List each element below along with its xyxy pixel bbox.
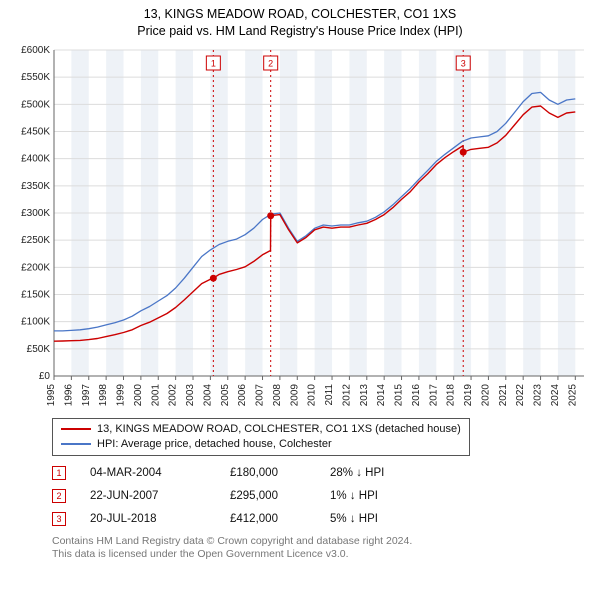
footer-line-1: Contains HM Land Registry data © Crown c… (52, 535, 592, 549)
svg-text:2018: 2018 (446, 383, 457, 406)
svg-text:2015: 2015 (394, 383, 405, 406)
svg-text:£250K: £250K (21, 235, 50, 246)
sale-date: 04-MAR-2004 (90, 467, 230, 479)
svg-text:£450K: £450K (21, 126, 50, 137)
svg-text:1999: 1999 (116, 383, 127, 406)
svg-text:2012: 2012 (341, 383, 352, 406)
svg-text:2011: 2011 (324, 383, 335, 405)
svg-text:2009: 2009 (289, 383, 300, 406)
legend-box: 13, KINGS MEADOW ROAD, COLCHESTER, CO1 1… (52, 418, 470, 456)
sale-diff: 28% ↓ HPI (330, 467, 430, 479)
svg-text:2013: 2013 (359, 383, 370, 406)
svg-text:2: 2 (268, 58, 273, 68)
svg-text:2010: 2010 (307, 383, 318, 406)
legend-label-property: 13, KINGS MEADOW ROAD, COLCHESTER, CO1 1… (97, 423, 461, 435)
svg-text:2021: 2021 (498, 383, 509, 406)
svg-text:3: 3 (461, 58, 466, 68)
svg-text:£0: £0 (39, 371, 51, 382)
title-block: 13, KINGS MEADOW ROAD, COLCHESTER, CO1 1… (8, 6, 592, 40)
legend-swatch-property (61, 428, 91, 430)
svg-text:2023: 2023 (533, 383, 544, 406)
line-chart: £0 £50K £100K £150K £200K £250K £300K £350K £400… (8, 44, 592, 412)
sale-marker-3: 3 (52, 512, 66, 526)
svg-text:2000: 2000 (133, 383, 144, 406)
svg-text:£200K: £200K (21, 262, 50, 273)
svg-text:1996: 1996 (63, 383, 74, 406)
chart-container: 13, KINGS MEADOW ROAD, COLCHESTER, CO1 1… (0, 0, 600, 570)
svg-text:£400K: £400K (21, 153, 50, 164)
chart-svg: £0 £50K £100K £150K £200K £250K £300K £350K £400… (8, 44, 592, 412)
svg-text:2020: 2020 (480, 383, 491, 406)
svg-text:2019: 2019 (463, 383, 474, 406)
svg-text:£100K: £100K (21, 316, 50, 327)
svg-text:£350K: £350K (21, 181, 50, 192)
sale-price: £180,000 (230, 467, 330, 479)
sale-date: 22-JUN-2007 (90, 490, 230, 502)
svg-text:2003: 2003 (185, 383, 196, 406)
footer-line-2: This data is licensed under the Open Gov… (52, 548, 592, 562)
title-line-2: Price paid vs. HM Land Registry's House … (8, 23, 592, 40)
svg-text:£50K: £50K (27, 344, 51, 355)
svg-text:1997: 1997 (81, 383, 92, 406)
sale-marker-2: 2 (52, 489, 66, 503)
legend-swatch-hpi (61, 443, 91, 445)
svg-text:£550K: £550K (21, 72, 50, 83)
svg-text:2002: 2002 (168, 383, 179, 406)
svg-text:2005: 2005 (220, 383, 231, 406)
svg-text:2006: 2006 (237, 383, 248, 406)
sale-diff: 1% ↓ HPI (330, 490, 430, 502)
svg-text:2024: 2024 (550, 383, 561, 406)
svg-text:1998: 1998 (98, 383, 109, 406)
svg-text:2025: 2025 (567, 383, 578, 406)
svg-text:2022: 2022 (515, 383, 526, 406)
footer-note: Contains HM Land Registry data © Crown c… (52, 535, 592, 562)
sale-price: £295,000 (230, 490, 330, 502)
svg-text:£150K: £150K (21, 289, 50, 300)
svg-text:1995: 1995 (46, 383, 57, 406)
sale-date: 20-JUL-2018 (90, 513, 230, 525)
svg-text:1: 1 (211, 58, 216, 68)
sale-marker-1: 1 (52, 466, 66, 480)
svg-text:2007: 2007 (255, 383, 266, 406)
legend-row: 13, KINGS MEADOW ROAD, COLCHESTER, CO1 1… (61, 422, 461, 437)
sales-table: 1 04-MAR-2004 £180,000 28% ↓ HPI 2 22-JU… (52, 462, 592, 531)
sale-row: 3 20-JUL-2018 £412,000 5% ↓ HPI (52, 508, 592, 531)
svg-text:£500K: £500K (21, 99, 50, 110)
sale-price: £412,000 (230, 513, 330, 525)
sale-row: 2 22-JUN-2007 £295,000 1% ↓ HPI (52, 485, 592, 508)
svg-text:2016: 2016 (411, 383, 422, 406)
svg-text:2008: 2008 (272, 383, 283, 406)
legend-row: HPI: Average price, detached house, Colc… (61, 437, 461, 452)
svg-text:2004: 2004 (202, 383, 213, 406)
svg-text:2014: 2014 (376, 383, 387, 406)
svg-text:2017: 2017 (428, 383, 439, 406)
svg-text:£300K: £300K (21, 208, 50, 219)
title-line-1: 13, KINGS MEADOW ROAD, COLCHESTER, CO1 1… (8, 6, 592, 23)
sale-diff: 5% ↓ HPI (330, 513, 430, 525)
legend-label-hpi: HPI: Average price, detached house, Colc… (97, 438, 332, 450)
svg-text:2001: 2001 (150, 383, 161, 406)
svg-text:£600K: £600K (21, 45, 50, 56)
sale-row: 1 04-MAR-2004 £180,000 28% ↓ HPI (52, 462, 592, 485)
